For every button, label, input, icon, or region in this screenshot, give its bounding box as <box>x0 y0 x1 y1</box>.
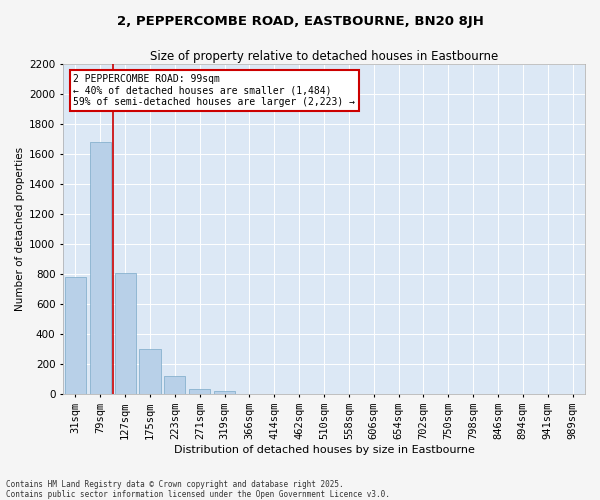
Bar <box>139 350 161 395</box>
Bar <box>115 273 136 394</box>
X-axis label: Distribution of detached houses by size in Eastbourne: Distribution of detached houses by size … <box>173 445 475 455</box>
Bar <box>214 390 235 394</box>
Y-axis label: Number of detached properties: Number of detached properties <box>15 147 25 312</box>
Bar <box>189 389 211 394</box>
Title: Size of property relative to detached houses in Eastbourne: Size of property relative to detached ho… <box>150 50 498 63</box>
Bar <box>164 376 185 394</box>
Bar <box>65 278 86 394</box>
Bar <box>90 142 111 395</box>
Text: Contains HM Land Registry data © Crown copyright and database right 2025.
Contai: Contains HM Land Registry data © Crown c… <box>6 480 390 499</box>
Text: 2 PEPPERCOMBE ROAD: 99sqm
← 40% of detached houses are smaller (1,484)
59% of se: 2 PEPPERCOMBE ROAD: 99sqm ← 40% of detac… <box>73 74 355 108</box>
Text: 2, PEPPERCOMBE ROAD, EASTBOURNE, BN20 8JH: 2, PEPPERCOMBE ROAD, EASTBOURNE, BN20 8J… <box>116 15 484 28</box>
